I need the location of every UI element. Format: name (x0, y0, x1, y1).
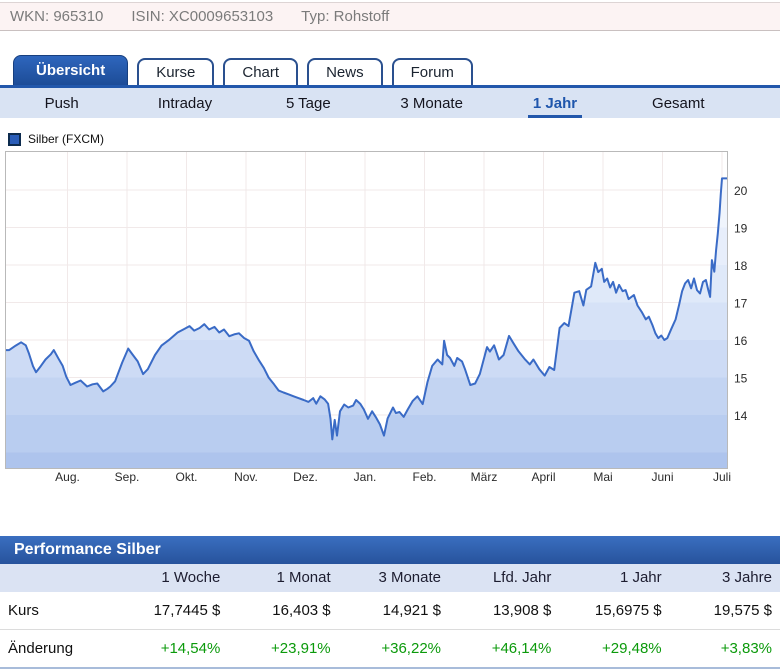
y-axis-tick-label: 14 (734, 409, 748, 423)
kurs-1-woche: 17,7445 $ (118, 592, 228, 630)
col-header-1-monat: 1 Monat (228, 564, 338, 592)
tab-chart[interactable]: Chart (223, 58, 298, 85)
main-tab-bar: Übersicht Kurse Chart News Forum (0, 55, 780, 88)
x-axis-month-label: Feb. (412, 470, 436, 484)
aenderung-1-jahr: +29,48% (559, 630, 669, 667)
kurs-1-jahr: 15,6975 $ (559, 592, 669, 630)
header-divider (0, 30, 780, 31)
y-axis-tick-label: 18 (734, 259, 748, 273)
chart-period-nav-filler (740, 88, 780, 118)
col-header-3-monate: 3 Monate (339, 564, 449, 592)
y-axis-tick-label: 19 (734, 222, 748, 236)
row-label-aenderung: Änderung (0, 630, 118, 667)
performance-title: Performance Silber (0, 536, 780, 564)
tab-kurse[interactable]: Kurse (137, 58, 214, 85)
aenderung-1-woche: +14,54% (118, 630, 228, 667)
col-header-empty (0, 564, 118, 592)
kurs-1-monat: 16,403 $ (228, 592, 338, 630)
x-axis-month-label: Juli (713, 470, 731, 484)
period-1-jahr[interactable]: 1 Jahr (493, 88, 616, 118)
x-axis-month-label: Jan. (354, 470, 377, 484)
y-axis-tick-label: 20 (734, 184, 748, 198)
x-axis-month-label: März (471, 470, 498, 484)
col-header-1-jahr: 1 Jahr (559, 564, 669, 592)
y-axis-tick-label: 16 (734, 334, 748, 348)
tab-forum[interactable]: Forum (392, 58, 473, 85)
x-axis-month-label: Nov. (234, 470, 258, 484)
kurs-lfd-jahr: 13,908 $ (449, 592, 559, 630)
price-area (6, 178, 727, 468)
period-gesamt[interactable]: Gesamt (617, 88, 740, 118)
price-chart: 20 19 18 17 16 15 14 Aug. Sep. Okt. Nov. Dez. Jan. Fe… (0, 150, 780, 498)
x-axis-month-label: Sep. (115, 470, 140, 484)
typ-value: Typ: Rohstoff (301, 8, 389, 25)
period-5-tage[interactable]: 5 Tage (247, 88, 370, 118)
col-header-1-woche: 1 Woche (118, 564, 228, 592)
tab-news[interactable]: News (307, 58, 383, 85)
col-header-lfd-jahr: Lfd. Jahr (449, 564, 559, 592)
performance-section: Performance Silber 1 Woche 1 Monat 3 Mon… (0, 536, 780, 669)
x-axis-month-label: April (531, 470, 555, 484)
aenderung-3-monate: +36,22% (339, 630, 449, 667)
x-axis-month-label: Mai (593, 470, 612, 484)
isin-value: ISIN: XC0009653103 (131, 8, 273, 25)
x-axis-month-label: Juni (651, 470, 673, 484)
period-intraday[interactable]: Intraday (123, 88, 246, 118)
instrument-header-bar: WKN: 965310 ISIN: XC0009653103 Typ: Rohs… (0, 2, 780, 30)
aenderung-1-monat: +23,91% (228, 630, 338, 667)
legend-label: Silber (FXCM) (28, 132, 104, 146)
y-axis-tick-label: 15 (734, 372, 748, 386)
instrument-overview-page: WKN: 965310 ISIN: XC0009653103 Typ: Rohs… (0, 0, 780, 672)
x-axis-month-label: Okt. (175, 470, 197, 484)
aenderung-lfd-jahr: +46,14% (449, 630, 559, 667)
aenderung-3-jahre: +3,83% (670, 630, 780, 667)
row-label-kurs: Kurs (0, 592, 118, 630)
y-axis-tick-label: 17 (734, 297, 748, 311)
x-axis-month-label: Aug. (55, 470, 80, 484)
period-3-monate[interactable]: 3 Monate (370, 88, 493, 118)
kurs-3-jahre: 19,575 $ (670, 592, 780, 630)
wkn-value: WKN: 965310 (10, 8, 103, 25)
col-header-3-jahre: 3 Jahre (670, 564, 780, 592)
chart-period-nav: Push Intraday 5 Tage 3 Monate 1 Jahr Ges… (0, 88, 740, 118)
chart-legend: Silber (FXCM) (8, 132, 104, 146)
kurs-3-monate: 14,921 $ (339, 592, 449, 630)
period-push[interactable]: Push (0, 88, 123, 118)
tab-uebersicht[interactable]: Übersicht (13, 55, 128, 85)
x-axis-month-label: Dez. (293, 470, 318, 484)
legend-swatch-icon (8, 133, 21, 146)
performance-table: 1 Woche 1 Monat 3 Monate Lfd. Jahr 1 Jah… (0, 564, 780, 669)
